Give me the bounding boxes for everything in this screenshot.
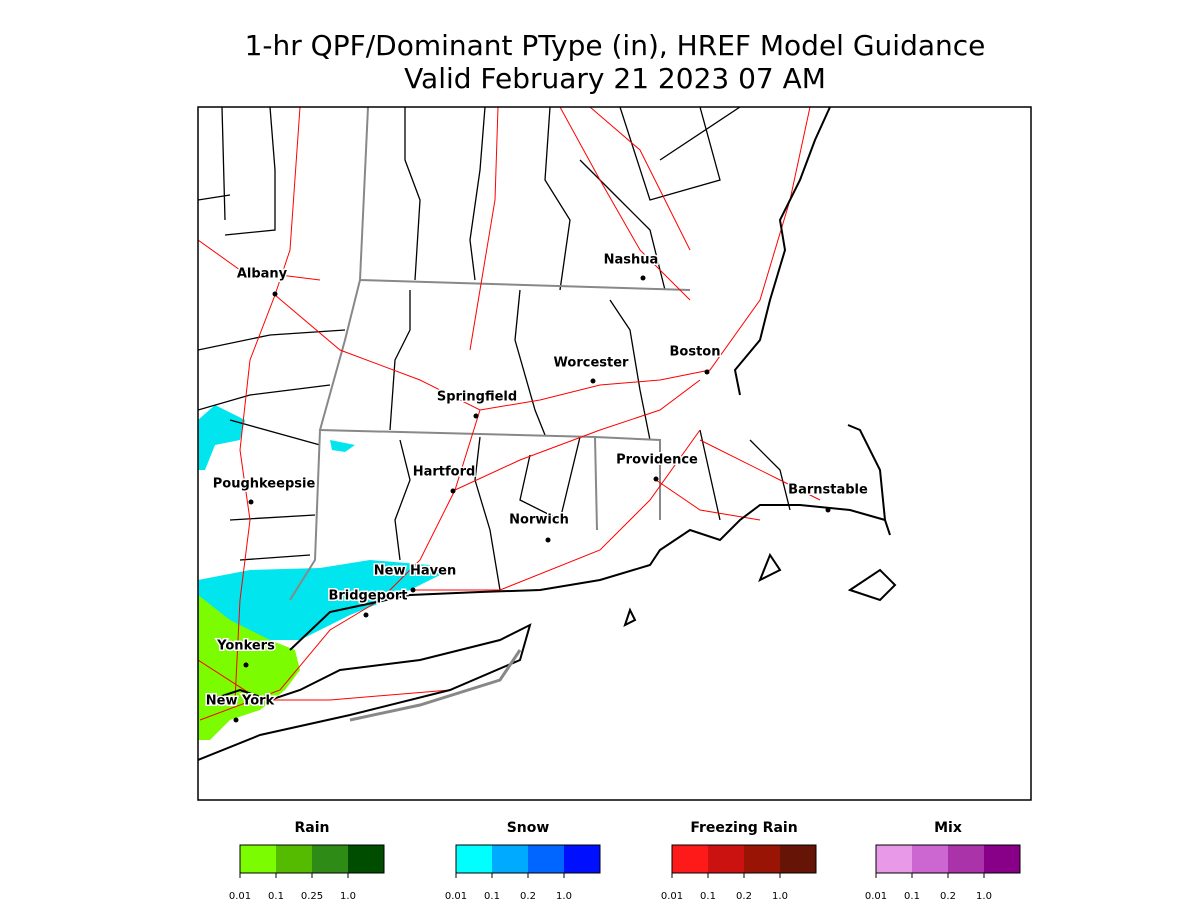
city-dot [450,488,456,494]
county-borders [198,107,791,591]
city-label: Springfield [437,390,517,405]
roads [198,107,821,721]
city-label: Yonkers [216,639,275,654]
city-dot [825,507,831,513]
city-dot [363,612,369,618]
city-label: Nashua [604,253,659,268]
legend-swatch [348,845,384,873]
state-borders [289,107,691,601]
legend-tick-label: 1.0 [340,891,356,900]
legend-title: Rain [295,820,330,836]
legend-swatch [744,845,780,873]
legend-swatch [240,845,276,873]
city-dot [545,537,551,543]
legend-tick-label: 0.25 [301,891,323,900]
city-dot [272,291,278,297]
legend-swatch [672,845,708,873]
legend-swatch [984,845,1020,873]
city-dot [410,587,416,593]
legend-swatch [780,845,816,873]
title: 1-hr QPF/Dominant PType (in), HREF Model… [245,29,986,62]
legend-title: Freezing Rain [690,820,797,836]
legend-swatch [876,845,912,873]
legend-swatch [312,845,348,873]
legend-tick-label: 0.1 [484,891,500,900]
rain-area [198,595,300,740]
legend-swatch [912,845,948,873]
city-label: Worcester [554,356,630,371]
legend-tick-label: 0.1 [904,891,920,900]
legend-title: Snow [507,820,550,836]
city-label: Norwich [509,513,569,528]
legend-tick-label: 1.0 [772,891,788,900]
city-label: Boston [670,345,721,360]
title: Valid February 21 2023 07 AM [404,62,826,95]
legend-tick-label: 0.01 [229,891,251,900]
city-label: Hartford [413,465,476,480]
legend-swatch [276,845,312,873]
legend-swatch [492,845,528,873]
legend-tick-label: 0.2 [736,891,752,900]
city-label: Barnstable [788,483,868,498]
city-dot [248,499,254,505]
legend-swatch [456,845,492,873]
city-dot [233,717,239,723]
legend-tick-label: 0.01 [661,891,683,900]
map [198,107,1031,800]
city-dot [640,275,646,281]
map-frame [197,106,1032,801]
city-label: Albany [237,267,288,282]
legend-tick-label: 1.0 [976,891,992,900]
legend-swatch [708,845,744,873]
city-dot [243,662,249,668]
city-label: Bridgeport [328,589,407,604]
city-label: Poughkeepsie [213,477,316,492]
legend-tick-label: 0.1 [268,891,284,900]
legend-tick-label: 0.2 [940,891,956,900]
legend-tick-label: 1.0 [556,891,572,900]
legend-tick-label: 0.01 [865,891,887,900]
legend-swatch [564,845,600,873]
legend-tick-label: 0.01 [445,891,467,900]
snow-area [198,560,440,640]
city-dot [704,369,710,375]
city-dot [653,476,659,482]
city-dot [590,378,596,384]
legend-swatch [528,845,564,873]
legend-tick-label: 0.2 [520,891,536,900]
legend-swatch [948,845,984,873]
city-dot [473,413,479,419]
coastline [198,107,897,761]
legend-title: Mix [934,820,962,836]
city-label: New Haven [374,564,456,579]
legend-tick-label: 0.1 [700,891,716,900]
snow-area [198,405,355,470]
city-label: New York [206,694,275,709]
city-label: Providence [616,453,698,468]
